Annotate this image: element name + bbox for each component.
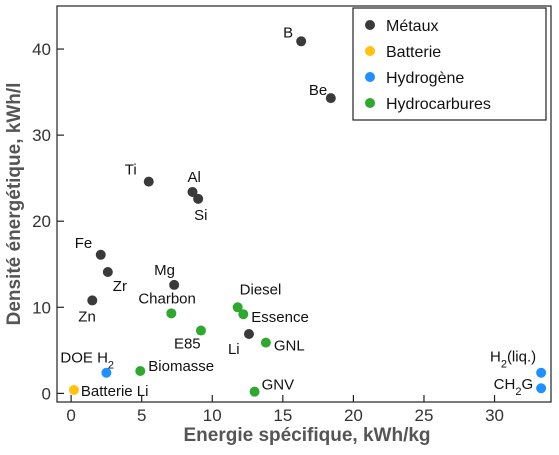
data-point-label: Charbon: [138, 290, 196, 307]
legend-marker: [365, 72, 375, 82]
data-point-label: Zr: [113, 278, 127, 295]
data-points: B Be Ti Al Si Fe Zr Mg Zn Li Batterie Li DOE H2 H2(l…: [60, 24, 547, 400]
x-tick-label: 25: [415, 406, 434, 425]
data-point: [195, 325, 206, 336]
data-point: [536, 367, 547, 378]
data-point-label: Be: [309, 82, 327, 99]
data-point: [169, 279, 180, 290]
legend: Métaux Batterie Hydrogène Hydrocarbures: [352, 7, 547, 121]
data-point: [87, 295, 98, 306]
data-point: [95, 249, 106, 260]
data-point-label: DOE H2: [60, 350, 114, 372]
y-tick-label: 20: [32, 212, 51, 231]
data-point-label: Ti: [125, 162, 137, 179]
data-point: [143, 176, 154, 187]
y-tick-label: 10: [32, 298, 51, 317]
data-point: [243, 328, 254, 339]
data-point-label: Si: [194, 207, 207, 224]
data-point: [536, 383, 547, 394]
data-point-label: H2(liq.): [490, 349, 536, 371]
legend-label: Batterie: [386, 44, 441, 61]
x-tick-label: 30: [485, 406, 504, 425]
legend-marker: [365, 20, 375, 30]
data-point: [193, 193, 204, 204]
data-point-label: CH2G: [494, 376, 533, 398]
data-point-label: B: [283, 24, 293, 41]
data-point: [232, 302, 243, 313]
legend-label: Hydrocarbures: [386, 96, 491, 113]
data-point-label: GNV: [262, 377, 295, 394]
data-point: [102, 267, 113, 278]
x-tick-label: 5: [137, 406, 146, 425]
y-axis-title: Densité énergétique, kWh/l: [4, 83, 25, 326]
legend-label: Hydrogène: [386, 70, 464, 87]
legend-label: Métaux: [386, 18, 438, 35]
data-point: [238, 309, 249, 320]
x-tick-label: 10: [203, 406, 222, 425]
data-point: [166, 308, 177, 319]
legend-box: [352, 7, 547, 121]
legend-marker: [365, 98, 375, 108]
data-point-label: Li: [228, 341, 240, 358]
data-point-label: E85: [174, 336, 201, 353]
data-point: [101, 367, 112, 378]
data-point: [260, 337, 271, 348]
y-tick-label: 40: [32, 40, 51, 59]
data-point-label: Biomasse: [148, 358, 214, 375]
data-point-label: Diesel: [240, 281, 282, 298]
x-tick-label: 0: [66, 406, 75, 425]
data-point-label: Essence: [251, 309, 309, 326]
x-tick-label: 20: [344, 406, 363, 425]
y-axis: 0 10 20 30 40: [32, 40, 64, 403]
data-point: [68, 384, 79, 395]
data-point-label: GNL: [274, 338, 305, 355]
data-point: [135, 366, 146, 377]
data-point-label: Al: [187, 169, 200, 186]
data-point-label: Mg: [154, 262, 175, 279]
data-point: [249, 386, 260, 397]
data-point-label: Fe: [75, 235, 93, 252]
data-point-label: Batterie Li: [81, 383, 149, 400]
data-point-label: Zn: [78, 308, 96, 325]
x-tick-label: 15: [273, 406, 292, 425]
plot-frame: [56, 5, 552, 403]
data-point: [325, 93, 336, 104]
x-axis: 0 5 10 15 20 25 30: [66, 395, 504, 425]
legend-marker: [365, 46, 375, 56]
y-tick-label: 0: [42, 384, 51, 403]
data-point: [187, 186, 198, 197]
x-axis-title: Energie spécifique, kWh/kg: [183, 425, 430, 446]
y-tick-label: 30: [32, 126, 51, 145]
data-point: [296, 36, 307, 47]
